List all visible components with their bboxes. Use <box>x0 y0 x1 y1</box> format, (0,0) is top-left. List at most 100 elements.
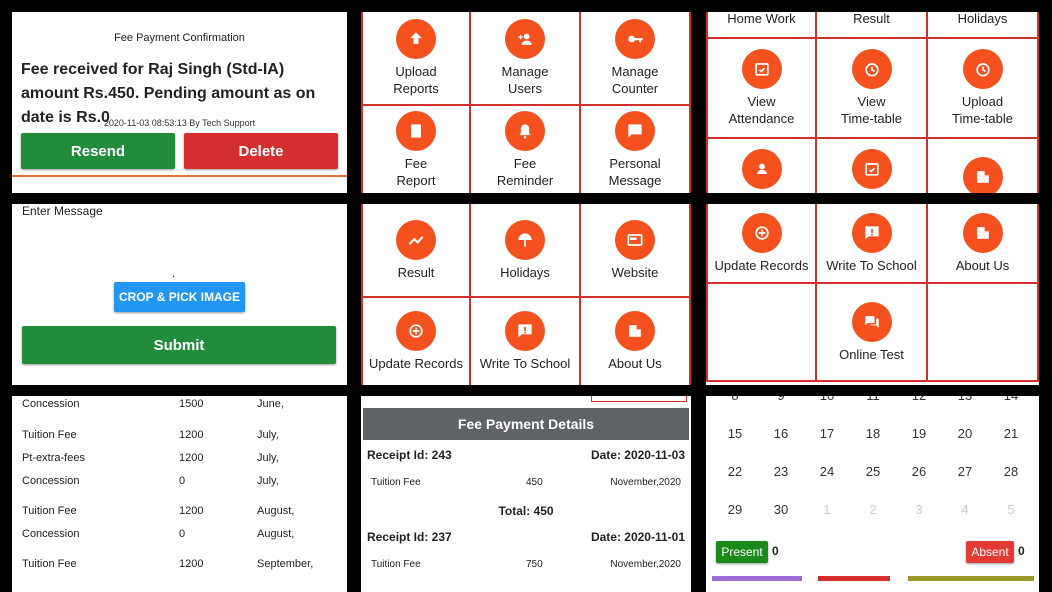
tile-write-to-school[interactable]: Write To School <box>471 298 581 385</box>
tile-upload-reports[interactable]: Upload Reports <box>361 12 471 106</box>
calendar-day[interactable]: 5 <box>1007 502 1015 517</box>
calendar-day[interactable]: 24 <box>819 464 835 479</box>
tab-home-work[interactable]: Home Work <box>706 12 817 38</box>
tile-upload-time-table[interactable]: Upload Time-table <box>928 39 1039 139</box>
fee-confirmation-panel: Fee Payment Confirmation Fee received fo… <box>12 12 347 193</box>
calendar-day[interactable]: 25 <box>865 464 881 479</box>
tile-view-time-table[interactable]: View Time-table <box>817 39 928 139</box>
tile-label: Write To School <box>479 356 571 371</box>
details-header: Fee Payment Details <box>363 408 689 440</box>
calendar-day[interactable]: 26 <box>911 464 927 479</box>
add-circle-icon <box>741 212 782 253</box>
fee-name: Concession <box>22 475 80 487</box>
fee-name: Concession <box>22 398 80 410</box>
forum-icon <box>851 301 892 342</box>
calendar-day[interactable]: 3 <box>915 502 923 517</box>
tile-result[interactable]: Result <box>361 204 471 298</box>
resend-button[interactable]: Resend <box>21 133 175 169</box>
legend-bar <box>908 576 1034 581</box>
calendar-day[interactable]: 16 <box>773 426 789 441</box>
tile-about-us[interactable]: About Us <box>928 204 1039 284</box>
calendar-day[interactable]: 22 <box>727 464 743 479</box>
partial-row <box>706 139 1039 193</box>
calendar-day[interactable]: 21 <box>1003 426 1019 441</box>
calendar-day[interactable]: 8 <box>720 396 750 403</box>
crop-pick-image-button[interactable]: CROP & PICK IMAGE <box>114 282 245 312</box>
calendar-day[interactable]: 12 <box>904 396 934 403</box>
receipt-item: Tuition Fee <box>371 477 421 488</box>
present-badge: Present <box>716 541 768 563</box>
fee-month: July, <box>257 452 279 464</box>
tile-about-us[interactable]: About Us <box>581 298 691 385</box>
menu-panel-middle: Result Holidays Website Update Records W… <box>361 204 691 385</box>
attendance-calendar-panel: 8910111213141516171819202122232425262728… <box>706 396 1039 592</box>
calendar-day[interactable]: 2 <box>869 502 877 517</box>
receipt-amount: 450 <box>526 477 543 488</box>
fee-row: Concession 0 August, <box>12 528 347 542</box>
chat-icon <box>615 110 655 151</box>
web-icon <box>615 219 655 260</box>
calendar-day[interactable]: 9 <box>766 396 796 403</box>
calendar-day[interactable]: 11 <box>858 396 888 403</box>
student-menu-panel-bottom: Update Records Write To School About Us … <box>706 204 1039 385</box>
receipt-id: Receipt Id: 243 <box>367 448 452 462</box>
tile-update-records[interactable]: Update Records <box>706 204 817 284</box>
bell-icon <box>505 110 545 151</box>
calendar-day[interactable]: 27 <box>957 464 973 479</box>
confirmation-timestamp: 2020-11-03 08:53:13 By Tech Support <box>103 118 256 128</box>
feedback-icon <box>851 212 892 253</box>
person-icon <box>741 149 782 189</box>
delete-button[interactable]: Delete <box>184 133 338 169</box>
tile-fee-report[interactable]: Fee Report <box>361 106 471 193</box>
present-count: 0 <box>772 544 779 558</box>
calendar-day[interactable]: 28 <box>1003 464 1019 479</box>
calendar-day[interactable]: 10 <box>812 396 842 403</box>
tile-label: Upload Reports <box>393 64 439 96</box>
calendar-day[interactable]: 23 <box>773 464 789 479</box>
tile-view-attendance[interactable]: View Attendance <box>706 39 817 139</box>
calendar-day[interactable]: 14 <box>996 396 1026 403</box>
beach-umbrella-icon <box>505 219 545 260</box>
calendar-day[interactable]: 20 <box>957 426 973 441</box>
receipt-month: November,2020 <box>610 477 681 488</box>
calendar-day[interactable]: 17 <box>819 426 835 441</box>
tile-fee-reminder[interactable]: Fee Reminder <box>471 106 581 193</box>
header-row: Home Work Result Holidays <box>706 12 1039 38</box>
legend-bar <box>818 576 890 581</box>
tile-manage-counter[interactable]: Manage Counter <box>581 12 691 106</box>
receipt-amount: 750 <box>526 559 543 570</box>
tile-personal-message[interactable]: Personal Message <box>581 106 691 193</box>
fee-month: August, <box>257 528 295 540</box>
tile-label: Result <box>397 264 435 280</box>
calendar-day[interactable]: 13 <box>950 396 980 403</box>
tile-manage-users[interactable]: Manage Users <box>471 12 581 106</box>
tile-holidays[interactable]: Holidays <box>471 204 581 298</box>
calendar-day[interactable]: 19 <box>911 426 927 441</box>
absent-count: 0 <box>1018 544 1025 558</box>
top-strip <box>591 396 687 402</box>
tile-write-to-school[interactable]: Write To School <box>817 204 928 284</box>
calendar-week: 1 2 3 4 5 <box>706 502 1039 522</box>
trending-up-icon <box>396 219 436 260</box>
calendar-day[interactable]: 15 <box>727 426 743 441</box>
tab-result[interactable]: Result <box>817 12 928 38</box>
receipt-date: Date: 2020-11-03 <box>590 448 685 462</box>
add-user-icon <box>505 19 545 59</box>
calendar-day[interactable]: 4 <box>961 502 969 517</box>
fee-amount: 1200 <box>179 505 204 517</box>
fee-row: Concession 1500 June, <box>12 398 347 412</box>
tile-label: Write To School <box>826 257 917 273</box>
calendar-day[interactable]: 30 <box>773 502 789 517</box>
calendar-day[interactable]: 1 <box>823 502 831 517</box>
tab-holidays[interactable]: Holidays <box>928 12 1039 38</box>
calendar-day[interactable]: 29 <box>727 502 743 517</box>
tile-online-test[interactable]: Online Test <box>817 284 928 382</box>
tile-website[interactable]: Website <box>581 204 691 298</box>
tile-label: About Us <box>608 356 662 371</box>
message-input[interactable]: . <box>172 266 176 280</box>
fee-month: July, <box>257 429 279 441</box>
fee-month: September, <box>257 558 314 570</box>
submit-button[interactable]: Submit <box>22 326 336 364</box>
tile-update-records[interactable]: Update Records <box>361 298 471 385</box>
calendar-day[interactable]: 18 <box>865 426 881 441</box>
